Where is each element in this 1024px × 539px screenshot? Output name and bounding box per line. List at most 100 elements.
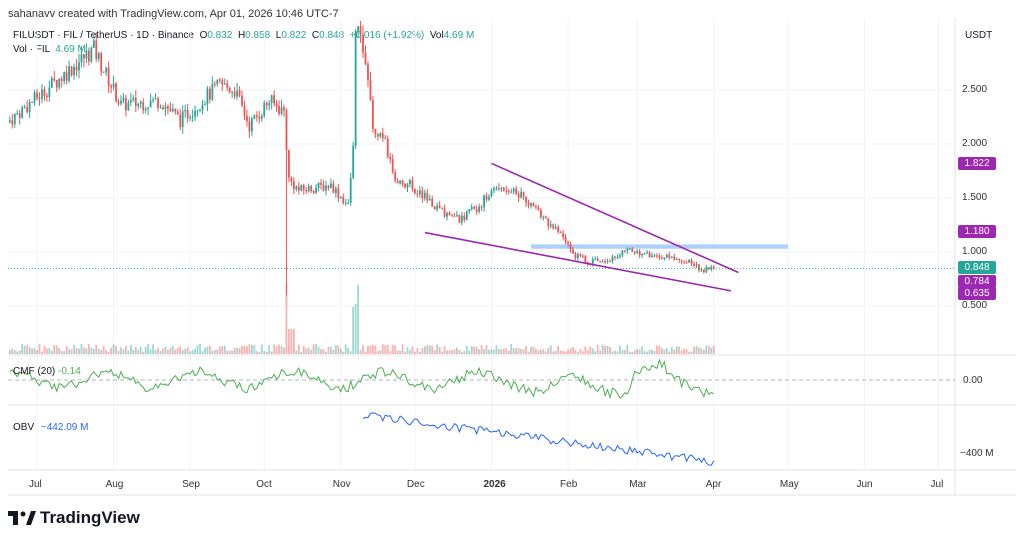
candle-body [278, 106, 280, 115]
candle-body [258, 116, 261, 119]
cmf-legend[interactable]: CMF (20) -0.14 [13, 366, 81, 377]
volume-bar [233, 347, 236, 354]
volume-bar [549, 345, 552, 354]
candle-body [270, 95, 273, 104]
candle-body [473, 206, 476, 210]
volume-bar [443, 345, 446, 354]
volume-bar [673, 349, 676, 354]
volume-bar [446, 350, 448, 354]
candle-body [693, 263, 695, 266]
volume-bar [414, 351, 416, 354]
volume-bar [213, 350, 216, 354]
volume-bar [36, 350, 38, 354]
candle-body [43, 89, 46, 96]
obv-legend[interactable]: OBV −442.09 M [13, 422, 88, 433]
volume-bar [100, 349, 103, 354]
candle-body [110, 85, 112, 88]
volume-bar [594, 351, 597, 354]
candle-body [705, 267, 708, 273]
symbol-name[interactable]: FILUSDT · FIL / TetherUS · 1D · Binance [13, 30, 194, 41]
close-value: 0.848 [319, 30, 345, 41]
volume-bar [147, 344, 150, 354]
volume-bar [616, 351, 619, 354]
low-label: L [275, 30, 282, 41]
candle-body [310, 186, 313, 192]
candle-body [609, 261, 611, 263]
candle-body [641, 253, 644, 256]
volume-bar [438, 346, 441, 354]
volume-bar [184, 348, 187, 354]
volume-bar [246, 346, 248, 354]
volume-bar [288, 329, 290, 354]
volume-bar [485, 344, 488, 354]
candle-body [665, 254, 668, 258]
candle-body [233, 91, 236, 97]
candle-body [507, 191, 510, 193]
volume-bar [248, 344, 251, 354]
volume-bar [344, 344, 347, 354]
candle-body [223, 83, 226, 85]
volume-bar [162, 348, 164, 354]
candle-body [339, 197, 342, 199]
volume-bar [38, 344, 41, 354]
volume-bar [362, 345, 364, 354]
candle-body [157, 98, 159, 108]
candle-body [616, 256, 619, 258]
candle-body [685, 262, 688, 264]
candle-body [359, 26, 362, 35]
price-chart[interactable] [0, 0, 1024, 500]
candle-body [196, 110, 199, 112]
volume-legend[interactable]: Vol · FIL 4.69 M [13, 44, 86, 55]
candle-body [700, 269, 703, 271]
candle-body [707, 267, 710, 270]
symbol-legend: FILUSDT · FIL / TetherUS · 1D · Binance … [13, 30, 474, 41]
volume-bar [698, 347, 700, 354]
candle-body [698, 264, 700, 271]
candle-body [416, 193, 419, 195]
candle-body [517, 193, 520, 198]
candle-body [446, 212, 448, 217]
candle-body [628, 248, 631, 250]
volume-bar [527, 351, 530, 354]
volume-bar [283, 347, 285, 354]
volume-bar [401, 344, 404, 354]
candle-body [601, 261, 604, 263]
volume-value: 4.69 M [55, 44, 86, 55]
volume-bar [520, 348, 523, 354]
candle-body [97, 53, 100, 59]
volume-bar [374, 345, 377, 354]
volume-bar [653, 351, 656, 354]
volume-bar [525, 346, 527, 354]
candle-body [295, 186, 298, 190]
candle-body [243, 105, 246, 116]
candle-body [399, 180, 401, 184]
volume-bar [685, 348, 688, 354]
candle-body [33, 92, 36, 103]
x-tick-label: Apr [705, 479, 722, 490]
candle-body [431, 198, 434, 207]
volume-bar [493, 350, 495, 354]
currency-label[interactable]: USDT [965, 30, 993, 41]
volume-bar [621, 349, 624, 354]
volume-bar [238, 348, 241, 354]
candle-body [117, 101, 120, 104]
candle-body [458, 215, 461, 223]
candle-body [297, 186, 300, 191]
candle-body [619, 255, 621, 257]
volume-bar [275, 345, 278, 354]
obv-label: OBV [13, 422, 35, 433]
volume-bar [599, 350, 602, 354]
volume-bar [129, 345, 132, 354]
lower-trendline [424, 231, 732, 292]
candle-body [149, 100, 152, 108]
candle-body [451, 215, 453, 217]
volume-bar [497, 348, 500, 354]
candle-body [87, 50, 90, 62]
candle-body [112, 83, 115, 88]
candle-body [65, 72, 68, 81]
volume-bar [661, 348, 663, 354]
volume-bar [144, 346, 147, 354]
volume-bar [411, 346, 414, 354]
candle-body [493, 188, 495, 191]
candle-body [164, 106, 167, 110]
